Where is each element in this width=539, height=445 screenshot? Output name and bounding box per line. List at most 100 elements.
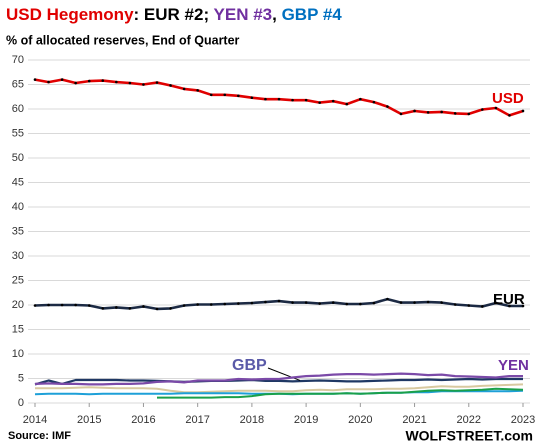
series-label: YEN	[498, 357, 529, 374]
y-tick-label: 35	[12, 225, 24, 237]
point	[60, 78, 64, 81]
series-line	[34, 377, 523, 386]
y-tick-label: 55	[12, 127, 24, 139]
point	[304, 98, 308, 102]
y-tick-label: 40	[12, 201, 24, 213]
point	[250, 301, 254, 305]
point	[182, 87, 186, 91]
point	[508, 304, 511, 308]
x-tick-label: 2014	[23, 414, 47, 426]
point	[101, 307, 105, 310]
point	[386, 105, 389, 108]
point	[223, 302, 227, 306]
point	[291, 301, 294, 304]
point	[508, 114, 511, 117]
chart-title: USD Hegemony: EUR #2; YEN #3, GBP #4	[6, 5, 342, 24]
point	[345, 302, 349, 306]
point	[413, 301, 416, 304]
series-label: EUR	[493, 291, 525, 308]
point	[521, 109, 525, 113]
series-line	[157, 387, 524, 399]
point	[264, 300, 267, 304]
x-tick-label: 2018	[240, 414, 264, 426]
point	[372, 100, 376, 104]
point	[277, 97, 281, 101]
series-line	[34, 372, 523, 386]
point	[467, 304, 471, 307]
point	[87, 79, 91, 83]
point	[331, 99, 335, 103]
point	[237, 302, 240, 305]
x-tick-label: 2017	[185, 414, 209, 426]
point	[209, 303, 213, 306]
point	[60, 303, 64, 307]
point	[481, 108, 484, 111]
y-tick-label: 50	[12, 152, 24, 164]
point	[359, 302, 362, 306]
x-tick-label: 2020	[348, 414, 372, 426]
x-tick-label: 2022	[457, 414, 481, 426]
series-line	[35, 383, 524, 394]
point	[155, 307, 159, 311]
point	[209, 93, 213, 97]
y-tick-label: 0	[18, 397, 24, 409]
y-tick-label: 30	[12, 250, 24, 262]
x-tick-label: 2015	[77, 414, 101, 426]
point	[223, 93, 227, 97]
point	[440, 110, 443, 114]
point	[345, 102, 349, 106]
title-part: GBP #4	[282, 5, 343, 24]
y-tick-label: 60	[12, 103, 24, 115]
point	[47, 303, 50, 307]
x-tick-label: 2016	[131, 414, 155, 426]
point	[318, 302, 321, 305]
source: Source: IMF	[8, 430, 71, 442]
series-label: GBP	[232, 357, 267, 374]
y-tick-label: 5	[18, 372, 24, 384]
point	[128, 307, 132, 310]
point	[115, 306, 118, 309]
point	[467, 112, 471, 116]
point	[196, 303, 199, 306]
point	[33, 78, 37, 81]
point	[101, 79, 105, 82]
point	[291, 98, 294, 102]
point	[169, 84, 172, 87]
point	[142, 83, 145, 86]
point	[399, 301, 403, 304]
point	[386, 297, 389, 301]
title-part: : EUR #2;	[134, 5, 214, 24]
y-tick-label: 45	[12, 176, 24, 188]
point	[87, 304, 91, 307]
point	[318, 101, 321, 104]
point	[453, 303, 457, 306]
series-label: USD	[492, 90, 524, 107]
title-part: YEN #3	[214, 5, 273, 24]
y-tick-label: 70	[12, 54, 24, 66]
point	[142, 305, 145, 308]
point	[494, 106, 498, 110]
point	[182, 304, 186, 307]
point	[399, 112, 403, 116]
title-part: USD Hegemony	[6, 5, 134, 24]
chart-subtitle: % of allocated reserves, End of Quarter	[6, 33, 240, 47]
y-tick-label: 65	[12, 78, 24, 90]
title-part: ,	[272, 5, 281, 24]
point	[277, 299, 281, 303]
x-tick-label: 2023	[511, 414, 535, 426]
point	[521, 304, 525, 308]
point	[426, 111, 430, 114]
point	[33, 304, 37, 307]
y-tick-label: 15	[12, 323, 24, 335]
point	[47, 80, 50, 84]
point	[426, 300, 430, 304]
point	[237, 94, 240, 98]
point	[440, 301, 443, 304]
point	[264, 97, 267, 101]
point	[331, 301, 335, 304]
point	[453, 112, 457, 115]
point	[481, 305, 484, 308]
point	[155, 81, 159, 84]
y-tick-label: 20	[12, 299, 24, 311]
